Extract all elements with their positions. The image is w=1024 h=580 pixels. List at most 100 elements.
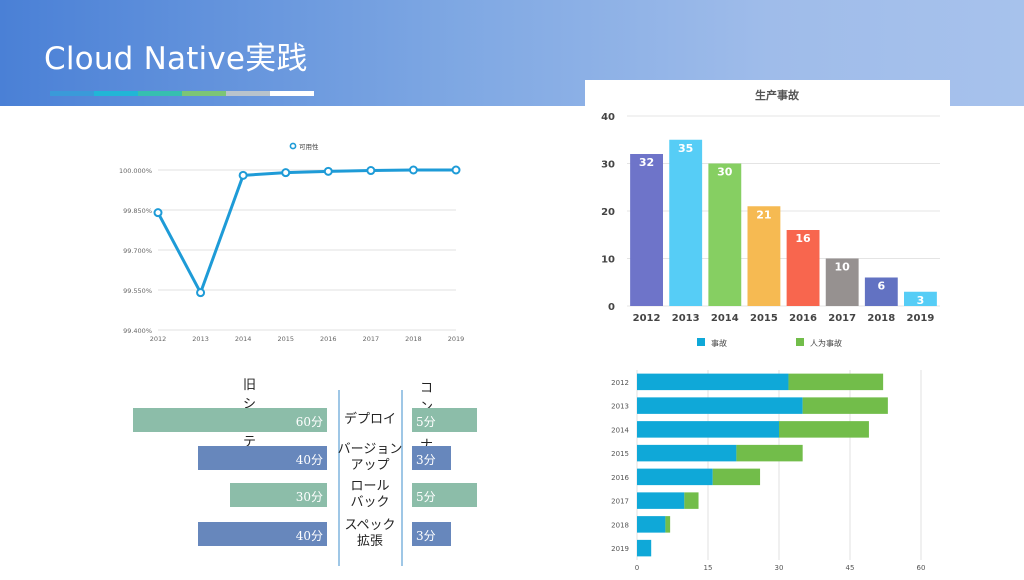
bar-value-label: 21 xyxy=(756,208,771,221)
legacy-duration-bar: 60分 xyxy=(133,408,327,432)
bar-segment xyxy=(637,468,713,486)
x-tick-label: 2017 xyxy=(828,313,856,324)
bar-segment xyxy=(779,421,869,438)
bar-value-label: 35 xyxy=(678,142,693,155)
x-tick-label: 2013 xyxy=(192,335,209,343)
bar xyxy=(630,154,663,306)
y-tick-label: 0 xyxy=(608,302,615,313)
data-point xyxy=(408,165,418,175)
data-point xyxy=(366,166,376,176)
x-tick-label: 2019 xyxy=(448,335,465,343)
legend-label: 可用性 xyxy=(299,142,319,151)
step-label: バージョン アップ xyxy=(337,442,403,473)
legacy-duration-bar: 40分 xyxy=(197,446,327,470)
bar-segment xyxy=(637,539,652,557)
x-tick-label: 45 xyxy=(846,564,855,572)
bar-segment xyxy=(788,373,884,391)
y-tick-label: 2019 xyxy=(611,545,629,553)
x-tick-label: 2012 xyxy=(150,335,167,343)
y-tick-label: 99.850% xyxy=(123,207,152,215)
bar-segment xyxy=(637,492,685,509)
x-tick-label: 2015 xyxy=(277,335,294,343)
x-tick-label: 15 xyxy=(704,564,713,572)
x-tick-label: 2018 xyxy=(405,335,422,343)
y-tick-label: 30 xyxy=(601,160,615,171)
x-tick-label: 2012 xyxy=(633,313,661,324)
legend-label-incident: 事故 xyxy=(711,338,727,348)
bar-value-label: 16 xyxy=(795,232,811,245)
y-tick-label: 2012 xyxy=(611,379,629,387)
y-tick-label: 99.550% xyxy=(123,287,152,295)
bar-value-label: 30 xyxy=(717,166,733,179)
incidents-bar-chart-svg: 生产事故 0 10 20 30 40 32 2012 35 2013 30 2014 21 2015 16 2… xyxy=(585,80,950,355)
underline-stripe xyxy=(50,91,94,96)
underline-stripe xyxy=(226,91,270,96)
data-point xyxy=(196,288,206,298)
y-tick-label: 2014 xyxy=(611,426,629,434)
x-tick-label: 2013 xyxy=(672,313,700,324)
slide-header: Cloud Native実践 xyxy=(0,0,1024,106)
container-duration-label: 3分 xyxy=(416,529,436,543)
bar xyxy=(708,163,742,306)
stacked-incidents-chart: 0 15 30 45 60 2012 2013 2014 2015 2016 2017 2018 201… xyxy=(595,365,940,576)
chart-title: 生产事故 xyxy=(755,88,800,102)
data-point xyxy=(153,208,163,218)
bar xyxy=(747,206,781,306)
container-duration-bar: 3分 xyxy=(412,522,451,546)
bar-segment xyxy=(637,373,789,391)
bar xyxy=(786,230,820,306)
legacy-duration-label: 60分 xyxy=(295,415,323,429)
y-tick-label: 99.700% xyxy=(123,247,152,255)
bar-segment xyxy=(712,468,761,486)
y-tick-label: 99.400% xyxy=(123,327,152,335)
bar-value-label: 32 xyxy=(639,156,654,169)
series-line-availability xyxy=(156,168,456,295)
y-tick-label: 20 xyxy=(601,207,615,218)
bar xyxy=(864,277,898,306)
container-duration-bar: 5分 xyxy=(412,483,477,507)
x-tick-label: 2014 xyxy=(711,313,739,324)
container-duration-label: 3分 xyxy=(416,453,436,467)
stacked-incidents-chart-svg: 0 15 30 45 60 2012 2013 2014 2015 2016 2017 2018 201… xyxy=(611,370,926,572)
bar-segment xyxy=(637,397,803,414)
legacy-duration-label: 40分 xyxy=(295,453,323,467)
x-tick-label: 2015 xyxy=(750,313,778,324)
x-tick-label: 30 xyxy=(775,564,784,572)
y-tick-label: 2016 xyxy=(611,474,629,482)
bar-value-label: 3 xyxy=(917,294,925,307)
data-point xyxy=(451,165,461,175)
bar-segment xyxy=(684,492,699,509)
step-label: ロール バック xyxy=(350,479,390,510)
bar xyxy=(669,139,703,306)
x-tick-label: 60 xyxy=(917,564,926,572)
bar-segment xyxy=(736,444,803,462)
legend-swatch-human-incident xyxy=(796,338,804,346)
x-tick-label: 2014 xyxy=(235,335,252,343)
container-duration-bar: 3分 xyxy=(412,446,451,470)
data-point xyxy=(323,166,333,176)
container-duration-bar: 5分 xyxy=(412,408,477,432)
x-tick-label: 0 xyxy=(635,564,639,572)
container-duration-label: 5分 xyxy=(416,415,436,429)
x-tick-label: 2017 xyxy=(363,335,380,343)
bar-segment xyxy=(637,421,779,438)
legacy-duration-bar: 30分 xyxy=(230,483,327,507)
x-tick-label: 2016 xyxy=(789,313,817,324)
availability-line-chart: 99.400% 99.550% 99.700% 99.850% 100.000% 2012… xyxy=(110,130,470,350)
divider-right xyxy=(401,390,403,566)
y-tick-label: 100.000% xyxy=(119,167,152,175)
legacy-duration-label: 40分 xyxy=(295,529,323,543)
step-label: デプロイ xyxy=(343,412,396,427)
legacy-duration-bar: 40分 xyxy=(197,522,327,546)
underline-stripe xyxy=(94,91,138,96)
y-tick-label: 2018 xyxy=(611,521,629,529)
bar xyxy=(904,291,937,306)
bar-segment xyxy=(637,444,737,462)
slide-title: Cloud Native実践 xyxy=(44,41,308,77)
legacy-duration-label: 30分 xyxy=(295,490,323,504)
data-point xyxy=(238,170,248,180)
comparison-chart: 旧システム コンテナ 60分5分デプロイ40分3分バージョンアップ30分5分ロー… xyxy=(0,0,477,566)
x-tick-label: 2019 xyxy=(907,313,935,324)
legend-marker xyxy=(289,142,297,150)
title-underline-stripes xyxy=(50,91,314,96)
